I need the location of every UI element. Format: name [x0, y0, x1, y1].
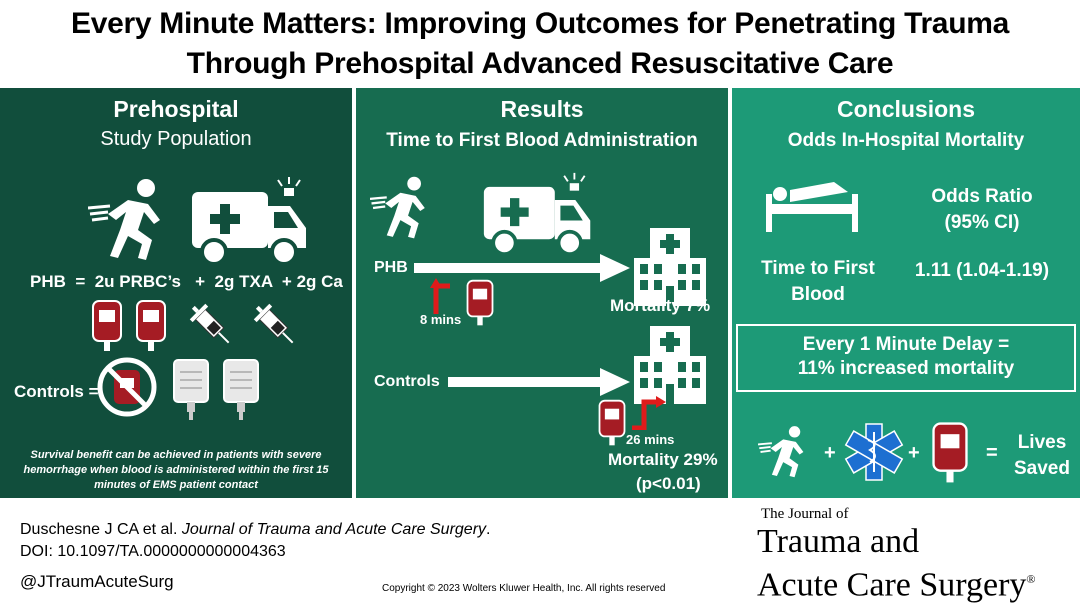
title-line-1: Every Minute Matters: Improving Outcomes…	[71, 7, 1009, 40]
phb-label: PHB	[374, 259, 408, 276]
title-line-2: Through Prehospital Advanced Resuscitati…	[186, 47, 894, 80]
syringe-icon	[189, 303, 230, 344]
injured-person-icon	[758, 426, 804, 478]
copyright: Copyright © 2023 Wolters Kluwer Health, …	[382, 583, 666, 594]
syringe-icon	[253, 303, 294, 344]
delay-line-2: 11% increased mortality	[797, 358, 1015, 379]
citation-authors: Duschesne J CA et al.	[20, 521, 178, 538]
delay-arrow-icon	[430, 278, 450, 314]
row-label-time: Time to First	[761, 258, 875, 279]
hospital-icon	[634, 326, 706, 404]
registered-mark: ®	[1026, 572, 1036, 586]
controls-label: Controls	[374, 373, 440, 390]
citation-line: Duschesne J CA et al. Journal of Trauma …	[20, 519, 490, 541]
citation-doi: DOI: 10.1097/TA.0000000000004363	[20, 543, 286, 560]
lives-label: Lives	[1017, 432, 1067, 453]
phb-formula: PHB = 2u PRBC’s + 2g TXA + 2g Ca	[30, 272, 343, 291]
time-to-blood-subheading: Time to First Blood Administration	[386, 130, 698, 151]
journal-logo-line2: Trauma and	[757, 523, 920, 560]
page-title: Every Minute Matters: Improving Outcomes…	[0, 4, 1080, 84]
equals-sign: =	[986, 442, 998, 464]
twitter-handle: @JTraumAcuteSurg	[20, 572, 174, 591]
citation: Duschesne J CA et al. Journal of Trauma …	[20, 519, 490, 563]
no-blood-icon	[97, 357, 157, 417]
survival-benefit-note: Survival benefit can be achieved in pati…	[23, 449, 329, 491]
controls-mortality: Mortality 29%	[608, 450, 718, 469]
prehospital-heading: Prehospital	[113, 96, 239, 122]
study-population-subheading: Study Population	[100, 128, 252, 150]
delay-arrow-icon	[632, 396, 666, 430]
row-label-blood: Blood	[791, 284, 845, 305]
star-of-life-icon	[844, 423, 904, 481]
conclusions-heading: Conclusions	[836, 96, 975, 122]
journal-logo-line1: The Journal of	[761, 506, 849, 522]
citation-journal: Journal of Trauma and Acute Care Surgery	[181, 521, 487, 538]
saline-bag-icon	[173, 359, 209, 420]
injured-person-icon	[88, 179, 160, 260]
blood-bag-icon	[598, 399, 626, 446]
journal-logo-line3: Acute Care Surgery	[757, 566, 1027, 604]
results-heading: Results	[500, 96, 584, 122]
results-panel: Results Time to First Blood Administrati…	[356, 88, 728, 498]
delay-line-1: Every 1 Minute Delay =	[802, 334, 1010, 355]
journal-logo: The Journal of Trauma and Acute Care Sur…	[757, 504, 1077, 604]
hospital-icon	[634, 228, 706, 306]
saved-label: Saved	[1014, 458, 1070, 479]
controls-label: Controls =	[14, 382, 99, 401]
ambulance-icon	[192, 177, 306, 266]
odds-ratio-value: 1.11 (1.04-1.19)	[914, 260, 1050, 281]
blood-bag-icon	[466, 279, 494, 326]
conclusions-panel: Conclusions Odds In-Hospital Mortality O…	[732, 88, 1080, 498]
ci-heading: (95% CI)	[944, 212, 1020, 233]
blood-bag-icon	[932, 422, 968, 483]
hospital-bed-icon	[766, 182, 858, 232]
ambulance-icon	[483, 172, 591, 256]
controls-time-label: 26 mins	[626, 432, 675, 447]
plus-sign: +	[824, 442, 836, 464]
blood-bag-icon	[136, 300, 166, 351]
phb-mortality: Mortality 7%	[610, 296, 711, 315]
citation-period: .	[486, 521, 491, 538]
p-value: (p<0.01)	[636, 474, 701, 493]
injured-person-icon	[370, 176, 425, 239]
delay-callout-box: Every 1 Minute Delay = 11% increased mor…	[736, 324, 1076, 392]
odds-ratio-heading: Odds Ratio	[931, 186, 1033, 207]
controls-timeline-arrow	[448, 368, 630, 396]
phb-time-label: 8 mins	[420, 312, 462, 327]
odds-mortality-subheading: Odds In-Hospital Mortality	[787, 130, 1025, 151]
phb-timeline-arrow	[414, 254, 630, 282]
prehospital-panel: Prehospital Study Population PHB = 2u PR…	[0, 88, 352, 498]
blood-bag-icon	[92, 300, 122, 351]
plus-sign: +	[908, 442, 920, 464]
saline-bag-icon	[223, 359, 259, 420]
